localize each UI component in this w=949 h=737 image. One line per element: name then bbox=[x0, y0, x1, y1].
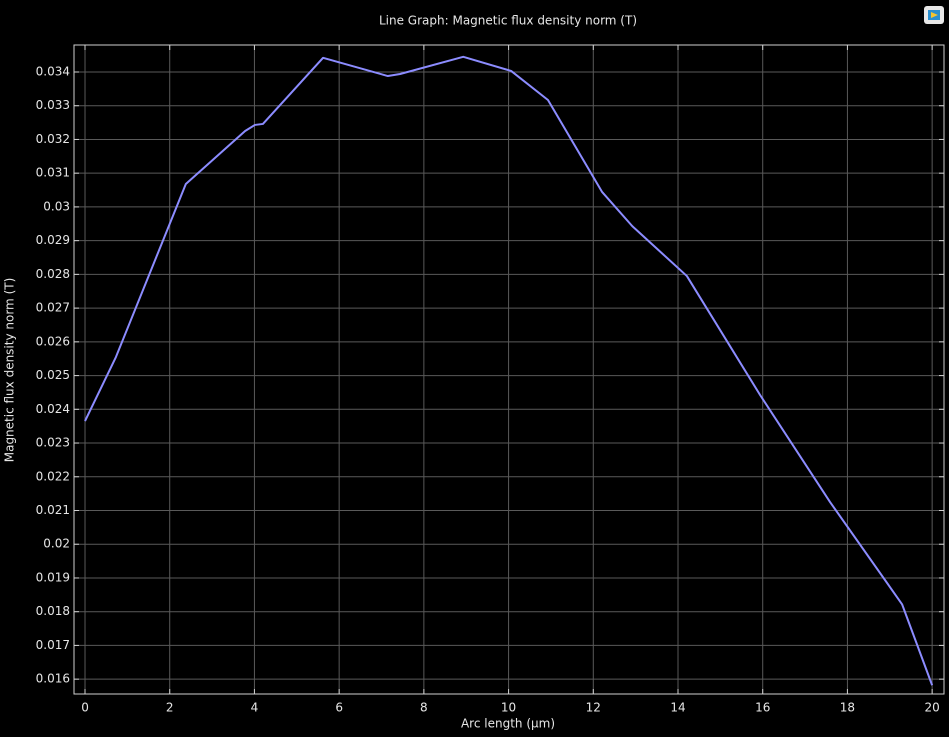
x-tick-label: 18 bbox=[840, 701, 855, 715]
y-tick-label: 0.021 bbox=[36, 503, 70, 517]
y-tick-label: 0.022 bbox=[36, 469, 70, 483]
x-tick-label: 4 bbox=[251, 701, 259, 715]
y-tick-label: 0.031 bbox=[36, 166, 70, 180]
y-tick-label: 0.027 bbox=[36, 301, 70, 315]
y-tick-label: 0.026 bbox=[36, 334, 70, 348]
y-tick-label: 0.016 bbox=[36, 672, 70, 686]
y-tick-label: 0.023 bbox=[36, 436, 70, 450]
x-tick-label: 20 bbox=[924, 701, 939, 715]
y-tick-label: 0.018 bbox=[36, 604, 70, 618]
y-tick-label: 0.02 bbox=[43, 537, 70, 551]
y-axis-label: Magnetic flux density norm (T) bbox=[3, 278, 17, 463]
y-tick-label: 0.028 bbox=[36, 267, 70, 281]
y-tick-label: 0.019 bbox=[36, 570, 70, 584]
data-line bbox=[84, 55, 934, 686]
y-tick-label: 0.025 bbox=[36, 368, 70, 382]
x-tick-label: 12 bbox=[586, 701, 601, 715]
y-tick-label: 0.029 bbox=[36, 233, 70, 247]
y-tick-label: 0.03 bbox=[43, 199, 70, 213]
x-tick-label: 14 bbox=[670, 701, 685, 715]
x-tick-label: 2 bbox=[166, 701, 174, 715]
y-tick-label: 0.034 bbox=[36, 64, 70, 78]
x-tick-label: 16 bbox=[755, 701, 770, 715]
toolbar-icon[interactable] bbox=[924, 6, 944, 24]
chart-title: Line Graph: Magnetic flux density norm (… bbox=[379, 14, 637, 28]
x-axis-label: Arc length (µm) bbox=[461, 717, 555, 731]
plot-frame bbox=[73, 44, 945, 695]
icon-glyph bbox=[931, 12, 938, 18]
y-tick-label: 0.032 bbox=[36, 132, 70, 146]
x-tick-label: 6 bbox=[335, 701, 343, 715]
y-tick-label: 0.033 bbox=[36, 98, 70, 112]
x-tick-label: 8 bbox=[420, 701, 428, 715]
y-tick-label: 0.017 bbox=[36, 638, 70, 652]
y-tick-label: 0.024 bbox=[36, 402, 70, 416]
x-tick-label: 10 bbox=[501, 701, 516, 715]
x-tick-label: 0 bbox=[81, 701, 89, 715]
